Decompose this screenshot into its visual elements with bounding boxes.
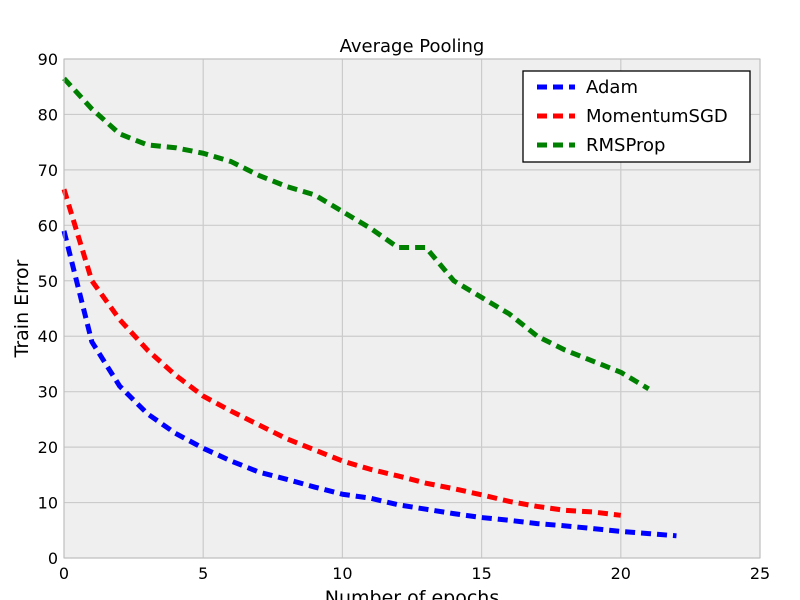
grid: [63, 58, 761, 559]
y-tick-label: 40: [38, 327, 58, 346]
y-tick-label: 30: [38, 383, 58, 402]
legend-label-rmsprop: RMSProp: [586, 135, 665, 156]
x-tick-label: 0: [59, 564, 69, 583]
y-tick-label: 50: [38, 272, 58, 291]
series-layer: [61, 76, 677, 539]
series-line-adam: [61, 230, 677, 539]
legend-label-adam: Adam: [586, 77, 638, 98]
x-tick-label: 20: [611, 564, 631, 583]
y-tick-label: 60: [38, 216, 58, 235]
x-tick-label: 15: [471, 564, 491, 583]
y-tick-label: 0: [48, 549, 58, 568]
series-line-momentumsgd: [61, 188, 622, 518]
x-tick-label: 5: [198, 564, 208, 583]
y-tick-label: 70: [38, 161, 58, 180]
chart-title: Average Pooling: [340, 36, 485, 57]
y-axis-label: Train Error: [11, 259, 33, 358]
y-tick-label: 80: [38, 105, 58, 124]
plot-frame: [63, 58, 761, 559]
x-axis-label: Number of epochs: [325, 587, 499, 600]
y-tick-label: 90: [38, 50, 58, 69]
x-tick-label: 25: [750, 564, 770, 583]
y-tick-label: 10: [38, 494, 58, 513]
x-tick-label: 10: [332, 564, 352, 583]
legend-label-momentumsgd: MomentumSGD: [586, 106, 728, 127]
y-tick-label: 20: [38, 438, 58, 457]
axis-ticks: 0 5 10 15 20 25 0 10 20 30 40 50 60 70 80 90: [38, 50, 771, 583]
legend: Adam MomentumSGD RMSProp: [522, 70, 751, 163]
